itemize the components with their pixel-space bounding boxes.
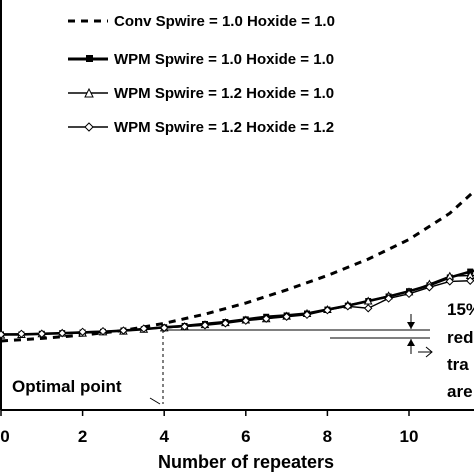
data-point bbox=[37, 329, 47, 339]
data-point bbox=[78, 327, 87, 337]
x-tick-labels: 0 2 4 6 8 10 bbox=[0, 410, 418, 446]
series-4 bbox=[0, 276, 474, 339]
reduction-arrow-bottom-head bbox=[407, 339, 415, 346]
x-tick-label: 0 bbox=[0, 427, 9, 446]
reduction-note-line-4: are bbox=[447, 382, 473, 401]
reduction-arrow-right-head bbox=[425, 346, 433, 358]
data-point bbox=[200, 321, 210, 330]
data-point bbox=[241, 316, 251, 325]
legend-label-conv: Conv Spwire = 1.0 Hoxide = 1.0 bbox=[114, 13, 335, 30]
data-point bbox=[159, 323, 169, 333]
reduction-note-line-3: tra bbox=[447, 355, 469, 374]
data-point bbox=[57, 328, 67, 338]
series-layer bbox=[0, 189, 474, 343]
data-point bbox=[363, 304, 373, 313]
data-point bbox=[139, 324, 149, 333]
legend: Conv Spwire = 1.0 Hoxide = 1.0 WPM Spwir… bbox=[68, 13, 335, 136]
legend-marker-square bbox=[86, 55, 93, 62]
data-point bbox=[0, 330, 6, 339]
data-point bbox=[445, 277, 455, 286]
x-axis-title: Number of repeaters bbox=[158, 452, 334, 472]
data-point bbox=[119, 326, 128, 335]
reduction-arrow-top-head bbox=[407, 322, 415, 329]
x-tick-label: 10 bbox=[400, 427, 419, 446]
legend-label-wpm-2: WPM Spwire = 1.2 Hoxide = 1.0 bbox=[114, 85, 334, 102]
x-tick-label: 2 bbox=[78, 427, 87, 446]
reduction-note-line-2: red bbox=[447, 328, 473, 347]
optimal-point-arrow bbox=[149, 397, 161, 405]
x-tick-label: 6 bbox=[241, 427, 250, 446]
data-point bbox=[282, 312, 291, 321]
data-point bbox=[221, 319, 230, 328]
data-point bbox=[465, 276, 474, 285]
data-point bbox=[17, 329, 26, 339]
data-point bbox=[98, 326, 108, 336]
data-point bbox=[261, 314, 271, 323]
legend-marker-triangle bbox=[84, 87, 94, 98]
data-point bbox=[180, 322, 189, 331]
optimal-point-label: Optimal point bbox=[12, 377, 122, 396]
data-point bbox=[425, 283, 434, 292]
x-tick-label: 4 bbox=[159, 427, 169, 446]
legend-label-wpm-3: WPM Spwire = 1.2 Hoxide = 1.2 bbox=[114, 119, 334, 136]
legend-label-wpm-1: WPM Spwire = 1.0 Hoxide = 1.0 bbox=[114, 51, 334, 68]
data-point bbox=[323, 306, 332, 315]
x-tick-label: 8 bbox=[323, 427, 332, 446]
data-point bbox=[404, 289, 414, 299]
data-point bbox=[384, 294, 393, 303]
reduction-note-line-1: 15% bbox=[447, 300, 474, 319]
legend-marker-diamond bbox=[84, 122, 94, 132]
data-point bbox=[343, 302, 353, 311]
data-point bbox=[302, 310, 312, 320]
